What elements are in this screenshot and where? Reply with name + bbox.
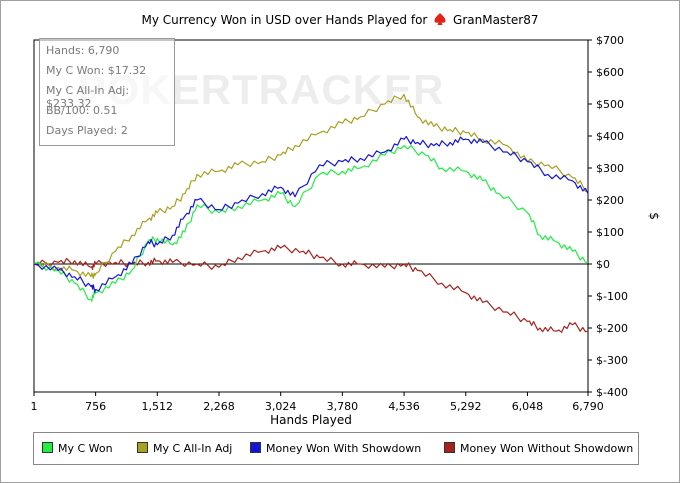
legend-label: Money Won Without Showdown — [460, 442, 634, 455]
stat-days: Days Played: 2 — [46, 124, 128, 137]
y-tick-label: $400 — [596, 130, 624, 143]
stat-allin: My C All-In Adj: $233.32 — [46, 84, 130, 110]
x-tick-label: 6,790 — [572, 400, 604, 413]
x-tick-label: 3,024 — [265, 400, 297, 413]
legend-item-showdown[interactable]: Money Won With Showdown — [250, 442, 421, 455]
legend-label: My C Won — [58, 442, 113, 455]
y-tick-label: $-100 — [596, 290, 628, 303]
legend-swatch — [444, 442, 455, 453]
title-prefix: My Currency Won in USD over Hands Played… — [141, 13, 428, 27]
legend-label: My C All-In Adj — [153, 442, 233, 455]
stats-box: Hands: 6,790 My C Won: $17.32 My C All-I… — [39, 38, 175, 146]
plot-area — [33, 39, 589, 393]
stat-won: My C Won: $17.32 — [46, 64, 147, 77]
series-line-money-won-with-showdown — [33, 135, 589, 293]
stat-bb100: BB/100: 0.51 — [46, 104, 118, 117]
y-tick-label: $-300 — [596, 354, 628, 367]
series-line-my-c-all-in-adj — [33, 93, 589, 279]
x-tick-label: 6,048 — [512, 400, 544, 413]
y-axis-label: $ — [647, 212, 661, 220]
x-tick-label: 1,512 — [142, 400, 174, 413]
legend-swatch — [137, 442, 148, 453]
series-line-money-won-without-showdown — [33, 244, 589, 333]
legend-item-nonshowdown[interactable]: Money Won Without Showdown — [444, 442, 633, 455]
chart-title: My Currency Won in USD over Hands Played… — [0, 12, 680, 27]
y-tick-label: $700 — [596, 34, 624, 47]
x-tick-label: 2,268 — [203, 400, 235, 413]
x-tick-label: 3,780 — [327, 400, 359, 413]
legend: My C Won My C All-In Adj Money Won With … — [33, 432, 639, 465]
y-tick-label: $300 — [596, 162, 624, 175]
x-tick-label: 1 — [31, 400, 38, 413]
legend-item-allin[interactable]: My C All-In Adj — [137, 442, 232, 455]
legend-swatch — [42, 442, 53, 453]
stat-hands: Hands: 6,790 — [46, 44, 120, 57]
y-tick-label: $600 — [596, 66, 624, 79]
legend-item-won[interactable]: My C Won — [42, 442, 113, 455]
y-tick-label: $0 — [596, 258, 610, 271]
legend-swatch — [250, 442, 261, 453]
x-axis-label: Hands Played — [270, 413, 352, 427]
y-tick-label: $-400 — [596, 386, 628, 399]
spade-icon — [434, 13, 446, 25]
y-tick-label: $200 — [596, 194, 624, 207]
x-tick-label: 756 — [85, 400, 106, 413]
y-tick-label: $100 — [596, 226, 624, 239]
x-tick-label: 5,292 — [450, 400, 482, 413]
y-tick-label: $-200 — [596, 322, 628, 335]
player-name: GranMaster87 — [453, 13, 539, 27]
legend-label: Money Won With Showdown — [266, 442, 422, 455]
x-tick-label: 4,536 — [388, 400, 420, 413]
series-line-my-c-won — [33, 145, 589, 302]
y-tick-label: $500 — [596, 98, 624, 111]
